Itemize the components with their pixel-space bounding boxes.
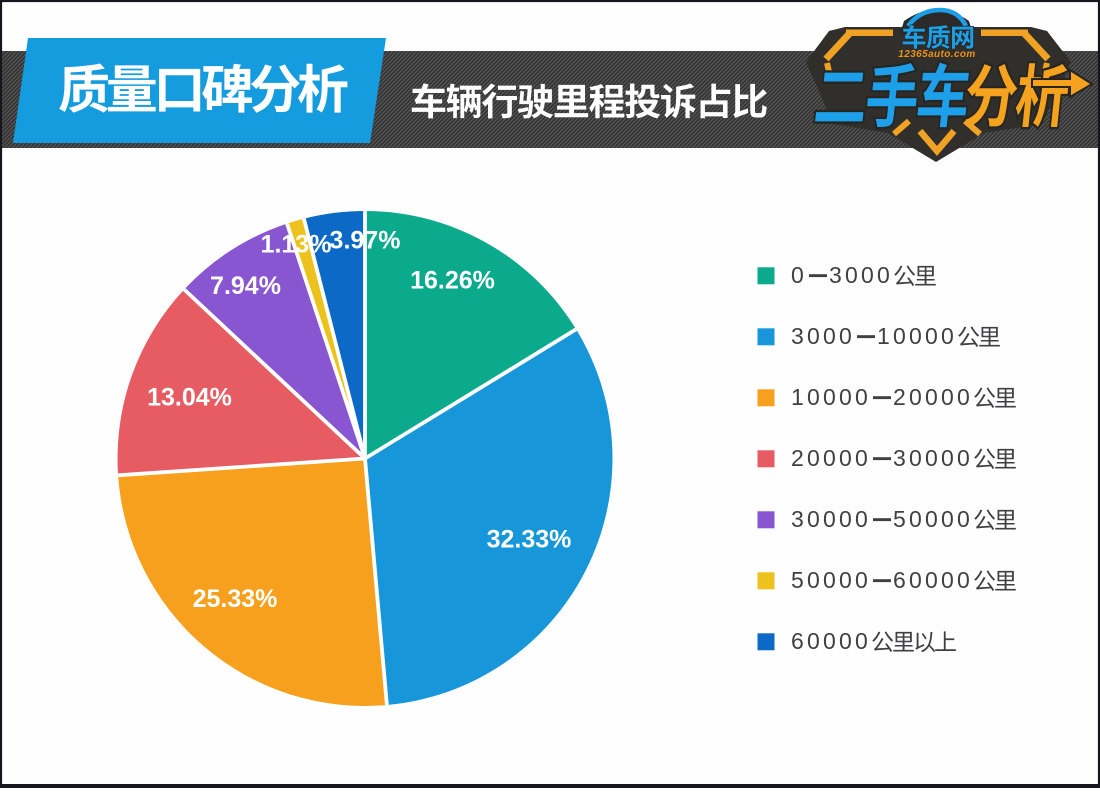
svg-text:60000: 60000 [893, 567, 973, 593]
svg-text:16.26%: 16.26% [410, 267, 495, 295]
svg-text:13.04%: 13.04% [147, 384, 232, 412]
svg-text:1.13%: 1.13% [261, 231, 332, 259]
svg-text:0: 0 [791, 262, 807, 288]
svg-text:3.97%: 3.97% [330, 227, 401, 255]
svg-text:12365auto.com: 12365auto.com [898, 49, 975, 60]
svg-text:60000: 60000 [791, 628, 871, 654]
svg-text:30000: 30000 [791, 506, 871, 532]
svg-text:25.33%: 25.33% [193, 585, 278, 613]
svg-text:32.33%: 32.33% [487, 526, 572, 554]
svg-text:3000: 3000 [829, 262, 893, 288]
svg-text:7.94%: 7.94% [210, 272, 281, 300]
svg-text:3000: 3000 [791, 323, 855, 349]
svg-text:50000: 50000 [791, 567, 871, 593]
svg-text:10000: 10000 [791, 384, 871, 410]
svg-text:30000: 30000 [893, 445, 973, 471]
svg-text:10000: 10000 [877, 323, 957, 349]
svg-text:50000: 50000 [893, 506, 973, 532]
svg-text:20000: 20000 [893, 384, 973, 410]
svg-text:20000: 20000 [791, 445, 871, 471]
